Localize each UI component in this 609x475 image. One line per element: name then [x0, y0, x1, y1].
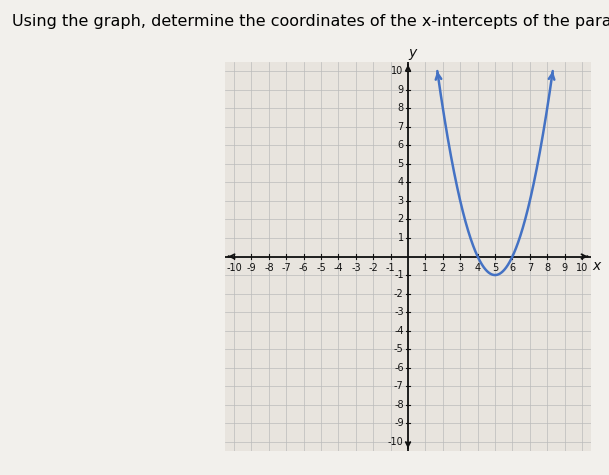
Text: -4: -4 [334, 263, 343, 273]
Text: -7: -7 [281, 263, 291, 273]
Text: -8: -8 [264, 263, 273, 273]
Text: y: y [408, 46, 417, 60]
Text: -3: -3 [351, 263, 361, 273]
Text: -4: -4 [394, 326, 404, 336]
Text: 3: 3 [398, 196, 404, 206]
Text: -2: -2 [368, 263, 378, 273]
Text: -9: -9 [247, 263, 256, 273]
Text: -6: -6 [394, 363, 404, 373]
Text: -1: -1 [394, 270, 404, 280]
Text: x: x [593, 259, 600, 273]
Text: -10: -10 [226, 263, 242, 273]
Text: 7: 7 [398, 122, 404, 132]
Text: 2: 2 [398, 214, 404, 224]
Text: 2: 2 [440, 263, 446, 273]
Text: 8: 8 [398, 103, 404, 113]
Text: 9: 9 [561, 263, 568, 273]
Text: -9: -9 [394, 418, 404, 428]
Text: -8: -8 [394, 400, 404, 410]
Text: 10: 10 [576, 263, 588, 273]
Text: -1: -1 [386, 263, 395, 273]
Text: 9: 9 [398, 85, 404, 95]
Text: 5: 5 [398, 159, 404, 169]
Text: 6: 6 [398, 140, 404, 150]
Text: 4: 4 [474, 263, 481, 273]
Text: -10: -10 [388, 437, 404, 447]
Text: 4: 4 [398, 177, 404, 187]
Text: 8: 8 [544, 263, 551, 273]
Text: -3: -3 [394, 307, 404, 317]
Text: 3: 3 [457, 263, 463, 273]
Text: -5: -5 [394, 344, 404, 354]
Text: -2: -2 [394, 289, 404, 299]
Text: -7: -7 [394, 381, 404, 391]
Text: 1: 1 [423, 263, 429, 273]
Text: 10: 10 [392, 66, 404, 76]
Text: 6: 6 [509, 263, 515, 273]
Text: 5: 5 [492, 263, 498, 273]
Text: -6: -6 [299, 263, 308, 273]
Text: 7: 7 [527, 263, 533, 273]
Text: -5: -5 [316, 263, 326, 273]
Text: 1: 1 [398, 233, 404, 243]
Text: Using the graph, determine the coordinates of the x-intercepts of the parabola.: Using the graph, determine the coordinat… [12, 14, 609, 29]
